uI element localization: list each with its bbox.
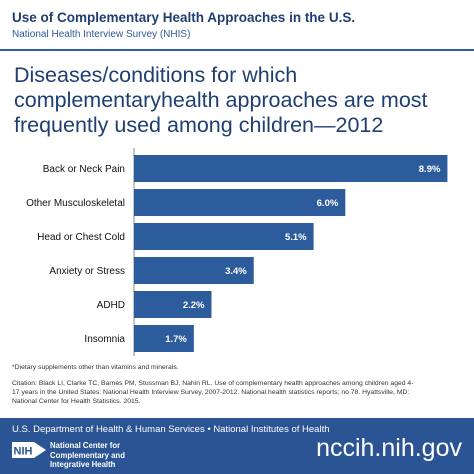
chart-heading: Diseases/conditions for which complement…: [14, 63, 428, 137]
category-label-3: Anxiety or Stress: [49, 266, 125, 277]
header-subtitle: National Health Interview Survey (NHIS): [12, 29, 191, 40]
value-label-1: 6.0%: [317, 198, 339, 209]
footer-center-name: National Center for Complementary and In…: [50, 441, 125, 469]
header-title: Use of Complementary Health Approaches i…: [12, 10, 356, 25]
footer: U.S. Department of Health & Human Servic…: [0, 418, 474, 474]
footnote: *Dietary supplements other than vitamins…: [12, 364, 179, 371]
value-label-2: 5.1%: [285, 232, 307, 243]
value-label-0: 8.9%: [419, 164, 441, 175]
bar-4: [134, 291, 212, 318]
category-label-1: Other Musculoskeletal: [26, 198, 125, 209]
nih-logo-text: NIH: [14, 446, 33, 458]
header: Use of Complementary Health Approaches i…: [0, 0, 474, 56]
category-label-2: Head or Chest Cold: [37, 232, 125, 243]
category-label-5: Insomnia: [84, 334, 125, 345]
value-label-3: 3.4%: [225, 266, 247, 277]
value-label-5: 1.7%: [165, 334, 187, 345]
category-label-0: Back or Neck Pain: [43, 164, 125, 175]
bar-5: [134, 325, 194, 352]
footer-agencies: U.S. Department of Health & Human Servic…: [12, 424, 330, 435]
footer-website: nccih.nih.gov: [316, 434, 462, 462]
bar-3: [134, 257, 254, 284]
bar-chart-svg: Back or Neck Pain 8.9% Other Musculoskelet…: [26, 148, 448, 356]
value-label-4: 2.2%: [183, 300, 205, 311]
header-divider: [0, 49, 474, 51]
category-label-4: ADHD: [97, 300, 125, 311]
nih-logo-icon: NIH: [12, 442, 46, 458]
bar-1: [134, 189, 346, 216]
bar-0: [134, 155, 448, 182]
citation: Citation: Black LI, Clarke TC, Barnes PM…: [12, 380, 414, 405]
bar-2: [134, 223, 314, 250]
bar-chart: Back or Neck Pain 8.9% Other Musculoskelet…: [0, 148, 474, 358]
